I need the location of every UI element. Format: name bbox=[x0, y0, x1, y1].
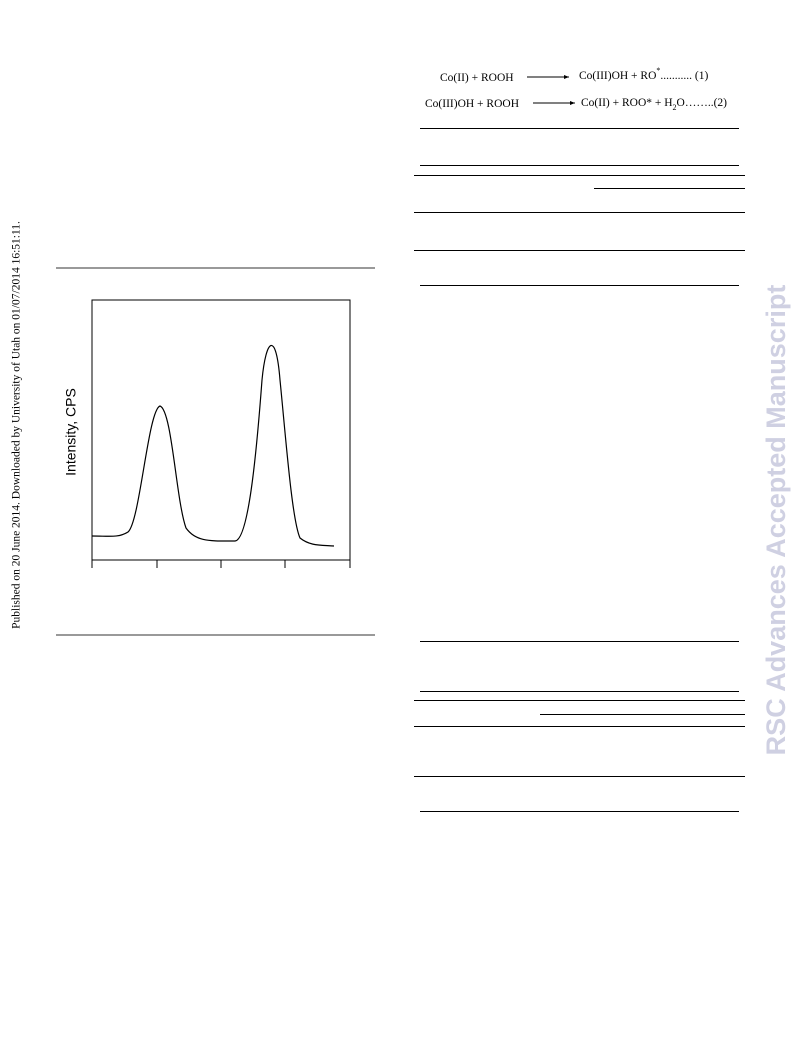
eq-text: ........... (1) bbox=[660, 70, 708, 82]
equation-left: Co(II) + ROOH bbox=[440, 72, 514, 84]
figure: Intensity, CPS bbox=[63, 299, 351, 568]
eq-text: Co(III)OH + RO bbox=[579, 70, 656, 82]
eq-sup: * bbox=[656, 66, 660, 75]
watermark: RSC Advances Accepted Manuscript bbox=[761, 285, 791, 756]
y-axis-label: Intensity, CPS bbox=[63, 388, 79, 476]
eq-text: Co(II) + ROO* + H bbox=[581, 97, 673, 109]
eq-text: O……..(2) bbox=[677, 97, 728, 109]
side-note: Published on 20 June 2014. Downloaded by… bbox=[11, 221, 23, 629]
equation-left: Co(III)OH + ROOH bbox=[425, 98, 519, 110]
equation-right: Co(III)OH + RO*........... (1) bbox=[579, 66, 708, 82]
eq-sub: 2 bbox=[673, 103, 677, 112]
table-rules bbox=[414, 128, 745, 812]
equation-right: Co(II) + ROO* + H2O……..(2) bbox=[581, 97, 727, 112]
